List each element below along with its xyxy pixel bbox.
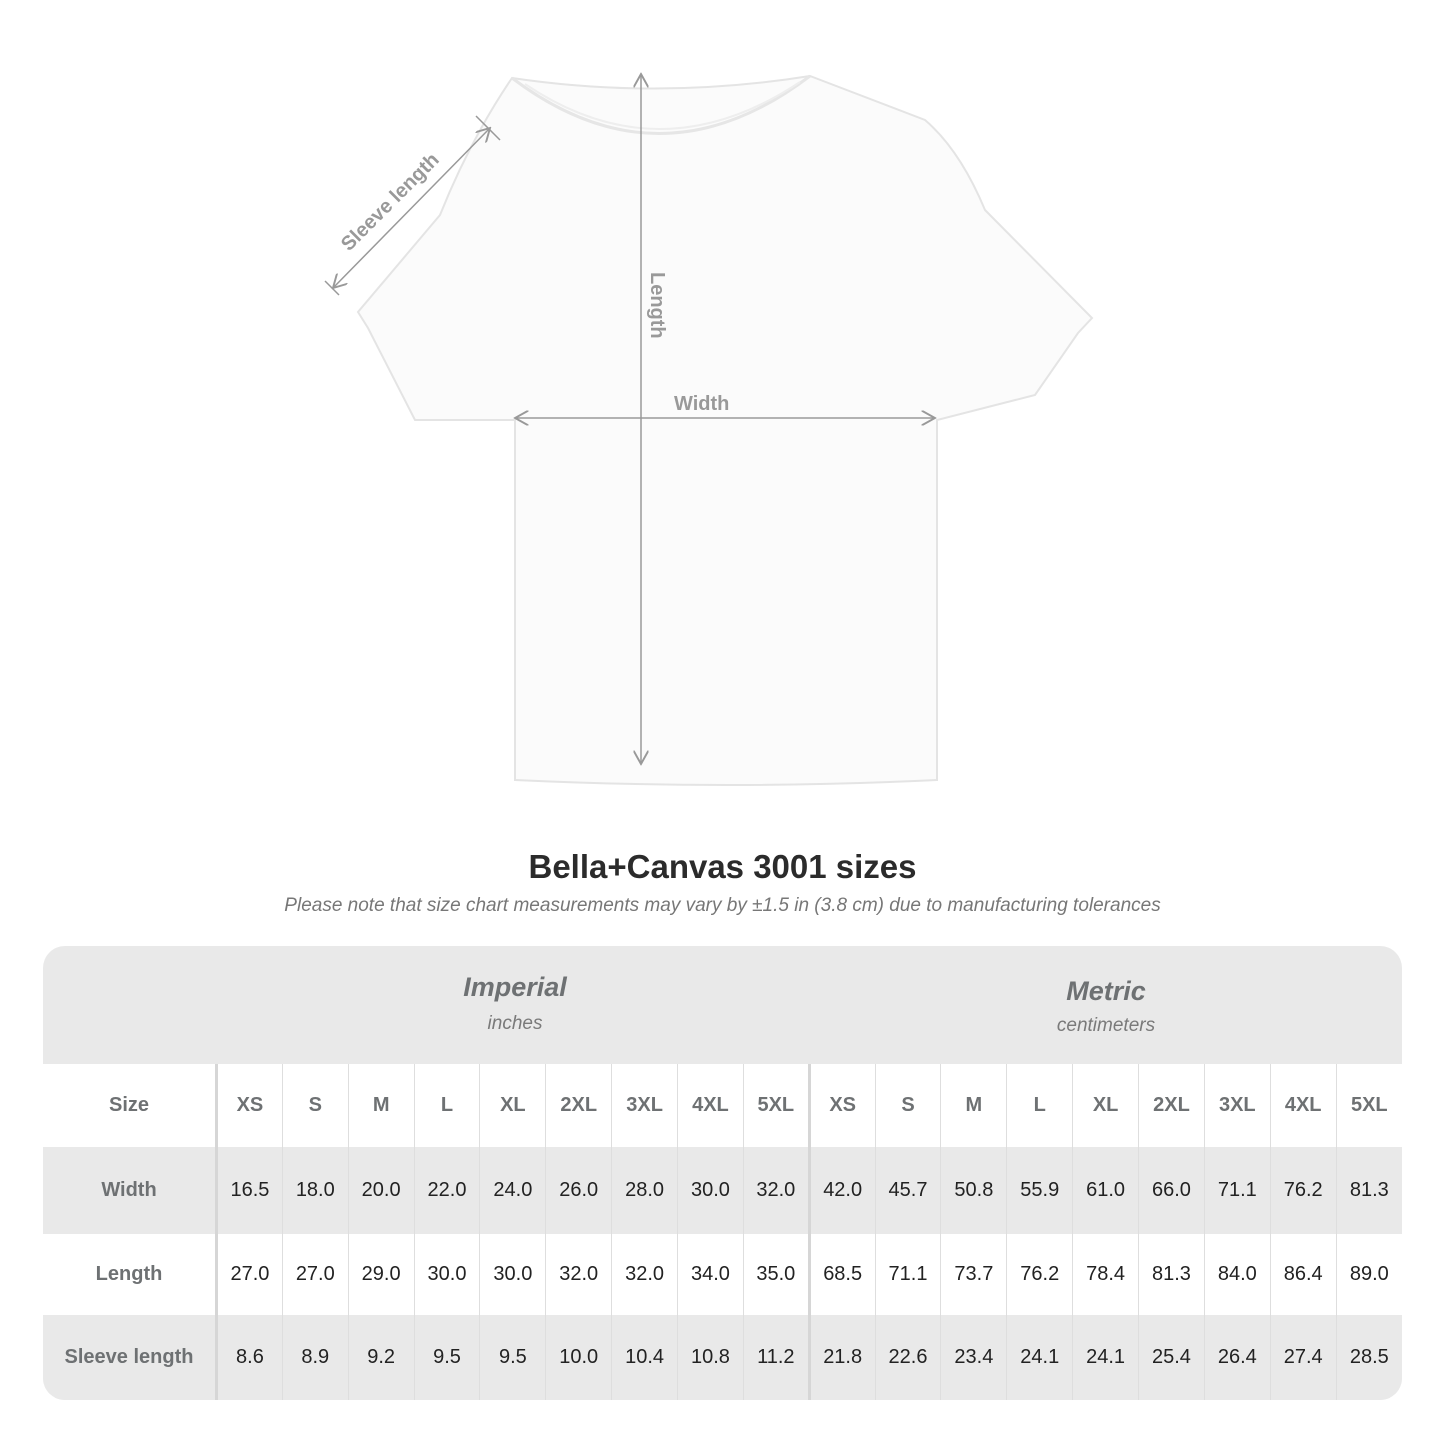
imperial-size-5xl: 5XL — [742, 1064, 810, 1147]
imperial-size-xs: XS — [216, 1064, 283, 1147]
metric-size-xs: XS — [807, 1064, 876, 1147]
metric-value-cell: 84.0 — [1203, 1234, 1271, 1315]
metric-value-cell: 50.8 — [940, 1147, 1007, 1234]
imperial-value-cell: 11.2 — [742, 1315, 810, 1400]
length-label: Length — [646, 272, 668, 339]
imperial-value-cell: 9.2 — [347, 1315, 415, 1400]
metric-size-s: S — [874, 1064, 941, 1147]
metric-value-cell: 89.0 — [1335, 1234, 1402, 1315]
imperial-size-3xl: 3XL — [611, 1064, 678, 1147]
sleeve-measure-line — [333, 128, 490, 288]
metric-size-xl: XL — [1072, 1064, 1139, 1147]
tshirt-diagram: Sleeve length Length Width — [324, 0, 1094, 786]
tolerance-note: Please note that size chart measurements… — [284, 895, 1161, 916]
imperial-value-cell: 10.8 — [677, 1315, 744, 1400]
metric-header: Metric centimeters — [810, 946, 1402, 1064]
imperial-value-cell: 35.0 — [742, 1234, 810, 1315]
metric-title: Metric — [1066, 976, 1146, 1006]
metric-value-cell: 24.1 — [1072, 1315, 1139, 1400]
imperial-value-cell: 27.0 — [216, 1234, 283, 1315]
metric-value-cell: 24.1 — [1006, 1315, 1073, 1400]
imperial-value-cell: 32.0 — [742, 1147, 810, 1234]
imperial-value-cell: 29.0 — [347, 1234, 415, 1315]
size-table: Size XS S M L XL 2XL 3XL 4XL 5XL XS S M L XL 2XL 3XL 4XL 5… — [43, 1064, 1402, 1400]
metric-value-cell: 81.3 — [1138, 1234, 1205, 1315]
imperial-size-2xl: 2XL — [545, 1064, 612, 1147]
imperial-value-cell: 27.0 — [281, 1234, 349, 1315]
imperial-value-cell: 30.0 — [479, 1234, 546, 1315]
metric-value-cell: 76.2 — [1006, 1234, 1073, 1315]
metric-value-cell: 78.4 — [1072, 1234, 1139, 1315]
imperial-value-cell: 9.5 — [479, 1315, 546, 1400]
metric-value-cell: 66.0 — [1138, 1147, 1205, 1234]
metric-size-3xl: 3XL — [1203, 1064, 1271, 1147]
imperial-value-cell: 8.9 — [281, 1315, 349, 1400]
imperial-value-cell: 32.0 — [545, 1234, 612, 1315]
imperial-size-l: L — [413, 1064, 480, 1147]
metric-size-5xl: 5XL — [1335, 1064, 1402, 1147]
metric-value-cell: 42.0 — [807, 1147, 876, 1234]
metric-value-cell: 27.4 — [1269, 1315, 1337, 1400]
table-row: Width 16.5 18.0 20.0 22.0 24.0 26.0 28.0 30.0 32.… — [43, 1147, 1402, 1234]
imperial-size-m: M — [347, 1064, 415, 1147]
table-row: Sleeve length 8.6 8.9 9.2 9.5 9.5 10.0 10.4 10.8… — [43, 1315, 1402, 1400]
imperial-size-4xl: 4XL — [677, 1064, 744, 1147]
imperial-value-cell: 8.6 — [216, 1315, 283, 1400]
metric-value-cell: 28.5 — [1335, 1315, 1402, 1400]
imperial-value-cell: 26.0 — [545, 1147, 612, 1234]
size-row-label: Size — [43, 1064, 218, 1147]
imperial-unit: inches — [487, 1013, 543, 1034]
metric-size-l: L — [1006, 1064, 1073, 1147]
imperial-value-cell: 22.0 — [413, 1147, 480, 1234]
metric-size-2xl: 2XL — [1138, 1064, 1205, 1147]
metric-value-cell: 71.1 — [874, 1234, 941, 1315]
row-label: Sleeve length — [43, 1315, 218, 1400]
metric-size-m: M — [940, 1064, 1007, 1147]
metric-value-cell: 76.2 — [1269, 1147, 1337, 1234]
imperial-value-cell: 10.4 — [611, 1315, 678, 1400]
row-label: Width — [43, 1147, 218, 1234]
metric-value-cell: 22.6 — [874, 1315, 941, 1400]
width-label: Width — [674, 393, 729, 415]
imperial-value-cell: 18.0 — [281, 1147, 349, 1234]
tshirt-shape — [356, 74, 1094, 786]
imperial-value-cell: 30.0 — [413, 1234, 480, 1315]
metric-value-cell: 45.7 — [874, 1147, 941, 1234]
imperial-title: Imperial — [463, 972, 567, 1002]
metric-value-cell: 23.4 — [940, 1315, 1007, 1400]
metric-value-cell: 21.8 — [807, 1315, 876, 1400]
metric-size-4xl: 4XL — [1269, 1064, 1337, 1147]
size-header-row: Size XS S M L XL 2XL 3XL 4XL 5XL XS S M L XL 2XL 3XL 4XL 5… — [43, 1064, 1402, 1147]
table-row: Length 27.0 27.0 29.0 30.0 30.0 32.0 32.0 34.0 35… — [43, 1234, 1402, 1315]
metric-value-cell: 26.4 — [1203, 1315, 1271, 1400]
imperial-value-cell: 32.0 — [611, 1234, 678, 1315]
imperial-value-cell: 9.5 — [413, 1315, 480, 1400]
imperial-size-xl: XL — [479, 1064, 546, 1147]
imperial-header: Imperial inches — [217, 946, 813, 1064]
imperial-value-cell: 30.0 — [677, 1147, 744, 1234]
metric-value-cell: 71.1 — [1203, 1147, 1271, 1234]
imperial-value-cell: 24.0 — [479, 1147, 546, 1234]
imperial-value-cell: 34.0 — [677, 1234, 744, 1315]
imperial-value-cell: 16.5 — [216, 1147, 283, 1234]
metric-value-cell: 81.3 — [1335, 1147, 1402, 1234]
chart-title: Bella+Canvas 3001 sizes — [528, 848, 917, 885]
imperial-value-cell: 10.0 — [545, 1315, 612, 1400]
metric-value-cell: 68.5 — [807, 1234, 876, 1315]
metric-value-cell: 61.0 — [1072, 1147, 1139, 1234]
metric-value-cell: 25.4 — [1138, 1315, 1205, 1400]
imperial-value-cell: 28.0 — [611, 1147, 678, 1234]
metric-value-cell: 73.7 — [940, 1234, 1007, 1315]
imperial-value-cell: 20.0 — [347, 1147, 415, 1234]
metric-unit: centimeters — [1056, 1015, 1156, 1036]
metric-value-cell: 55.9 — [1006, 1147, 1073, 1234]
imperial-size-s: S — [281, 1064, 349, 1147]
size-table-card: Imperial inches Metric centimeters Size X… — [43, 946, 1402, 1400]
row-label: Length — [43, 1234, 218, 1315]
metric-value-cell: 86.4 — [1269, 1234, 1337, 1315]
